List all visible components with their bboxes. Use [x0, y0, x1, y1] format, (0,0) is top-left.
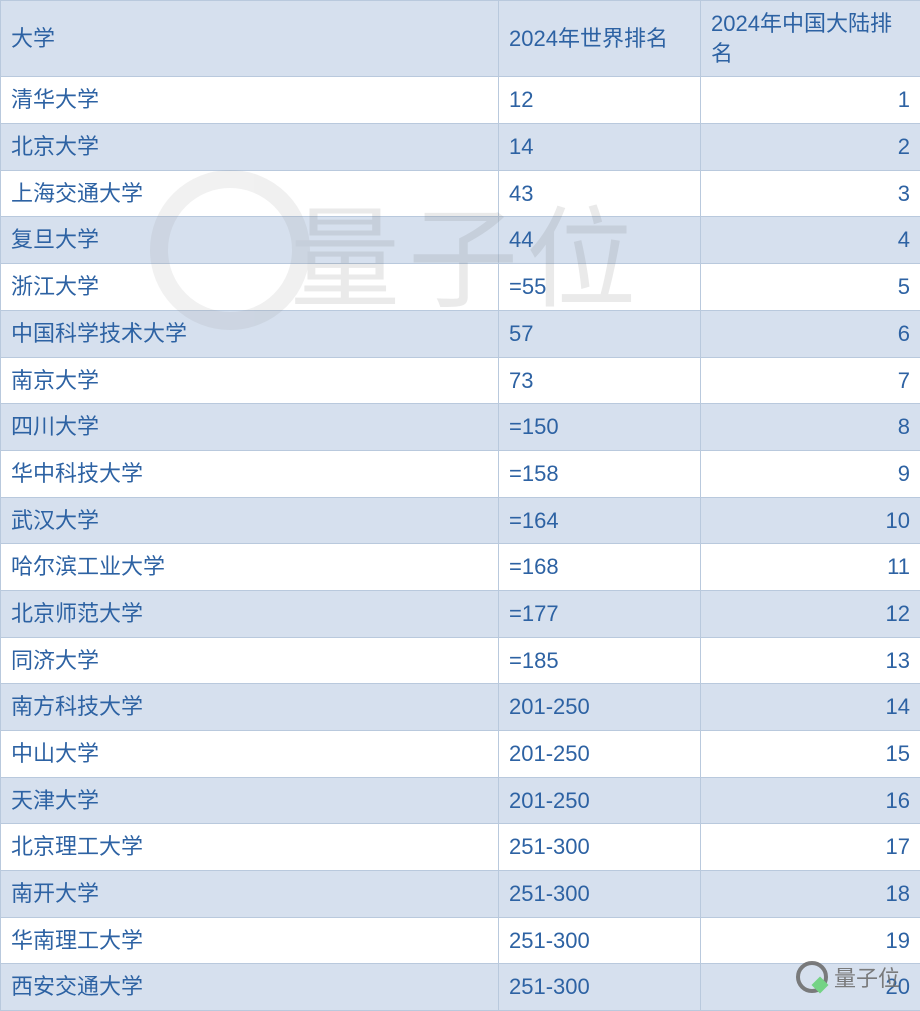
cell-university: 四川大学 — [1, 404, 499, 451]
cell-world-rank: 201-250 — [499, 731, 701, 778]
cell-university: 北京师范大学 — [1, 590, 499, 637]
table-row: 西安交通大学251-30020 — [1, 964, 920, 1011]
cell-china-rank: 13 — [701, 637, 920, 684]
table-row: 南开大学251-30018 — [1, 871, 920, 918]
cell-world-rank: =164 — [499, 497, 701, 544]
cell-world-rank: 73 — [499, 357, 701, 404]
cell-china-rank: 17 — [701, 824, 920, 871]
cell-world-rank: 57 — [499, 310, 701, 357]
table-row: 武汉大学=16410 — [1, 497, 920, 544]
cell-world-rank: =168 — [499, 544, 701, 591]
table-row: 上海交通大学433 — [1, 170, 920, 217]
cell-university: 复旦大学 — [1, 217, 499, 264]
cell-university: 华南理工大学 — [1, 917, 499, 964]
table-row: 南方科技大学201-25014 — [1, 684, 920, 731]
table-row: 中山大学201-25015 — [1, 731, 920, 778]
table-row: 同济大学=18513 — [1, 637, 920, 684]
cell-university: 南京大学 — [1, 357, 499, 404]
cell-university: 中山大学 — [1, 731, 499, 778]
cell-university: 哈尔滨工业大学 — [1, 544, 499, 591]
cell-university: 西安交通大学 — [1, 964, 499, 1011]
cell-university: 清华大学 — [1, 77, 499, 124]
table-row: 复旦大学444 — [1, 217, 920, 264]
cell-china-rank: 20 — [701, 964, 920, 1011]
cell-university: 天津大学 — [1, 777, 499, 824]
cell-university: 北京理工大学 — [1, 824, 499, 871]
col-header-world-rank: 2024年世界排名 — [499, 1, 701, 77]
cell-china-rank: 6 — [701, 310, 920, 357]
col-header-university: 大学 — [1, 1, 499, 77]
cell-university: 华中科技大学 — [1, 450, 499, 497]
cell-china-rank: 1 — [701, 77, 920, 124]
cell-china-rank: 19 — [701, 917, 920, 964]
cell-university: 浙江大学 — [1, 264, 499, 311]
cell-china-rank: 10 — [701, 497, 920, 544]
cell-university: 南方科技大学 — [1, 684, 499, 731]
cell-world-rank: 201-250 — [499, 684, 701, 731]
cell-china-rank: 4 — [701, 217, 920, 264]
cell-china-rank: 16 — [701, 777, 920, 824]
cell-world-rank: =177 — [499, 590, 701, 637]
table-row: 华南理工大学251-30019 — [1, 917, 920, 964]
table-row: 华中科技大学=1589 — [1, 450, 920, 497]
cell-university: 武汉大学 — [1, 497, 499, 544]
cell-world-rank: =185 — [499, 637, 701, 684]
cell-world-rank: =55 — [499, 264, 701, 311]
cell-world-rank: 14 — [499, 124, 701, 171]
cell-world-rank: 12 — [499, 77, 701, 124]
table-row: 天津大学201-25016 — [1, 777, 920, 824]
table-body: 清华大学121北京大学142上海交通大学433复旦大学444浙江大学=555中国… — [1, 77, 920, 1011]
university-ranking-table: 大学 2024年世界排名 2024年中国大陆排名 清华大学121北京大学142上… — [0, 0, 920, 1011]
cell-china-rank: 3 — [701, 170, 920, 217]
cell-china-rank: 7 — [701, 357, 920, 404]
cell-university: 南开大学 — [1, 871, 499, 918]
cell-china-rank: 2 — [701, 124, 920, 171]
cell-university: 上海交通大学 — [1, 170, 499, 217]
cell-china-rank: 5 — [701, 264, 920, 311]
cell-china-rank: 14 — [701, 684, 920, 731]
table-row: 四川大学=1508 — [1, 404, 920, 451]
cell-world-rank: 251-300 — [499, 964, 701, 1011]
cell-china-rank: 18 — [701, 871, 920, 918]
cell-world-rank: 251-300 — [499, 824, 701, 871]
table-row: 北京大学142 — [1, 124, 920, 171]
col-header-china-rank: 2024年中国大陆排名 — [701, 1, 920, 77]
cell-china-rank: 15 — [701, 731, 920, 778]
cell-university: 北京大学 — [1, 124, 499, 171]
cell-university: 同济大学 — [1, 637, 499, 684]
cell-university: 中国科学技术大学 — [1, 310, 499, 357]
table-row: 南京大学737 — [1, 357, 920, 404]
cell-china-rank: 12 — [701, 590, 920, 637]
cell-world-rank: 251-300 — [499, 871, 701, 918]
cell-world-rank: =158 — [499, 450, 701, 497]
table-row: 浙江大学=555 — [1, 264, 920, 311]
cell-world-rank: 201-250 — [499, 777, 701, 824]
table-row: 中国科学技术大学576 — [1, 310, 920, 357]
table-row: 北京理工大学251-30017 — [1, 824, 920, 871]
cell-world-rank: 251-300 — [499, 917, 701, 964]
cell-world-rank: 44 — [499, 217, 701, 264]
cell-world-rank: =150 — [499, 404, 701, 451]
table-row: 哈尔滨工业大学=16811 — [1, 544, 920, 591]
table-row: 清华大学121 — [1, 77, 920, 124]
table-row: 北京师范大学=17712 — [1, 590, 920, 637]
cell-china-rank: 11 — [701, 544, 920, 591]
cell-world-rank: 43 — [499, 170, 701, 217]
cell-china-rank: 9 — [701, 450, 920, 497]
cell-china-rank: 8 — [701, 404, 920, 451]
table-header-row: 大学 2024年世界排名 2024年中国大陆排名 — [1, 1, 920, 77]
